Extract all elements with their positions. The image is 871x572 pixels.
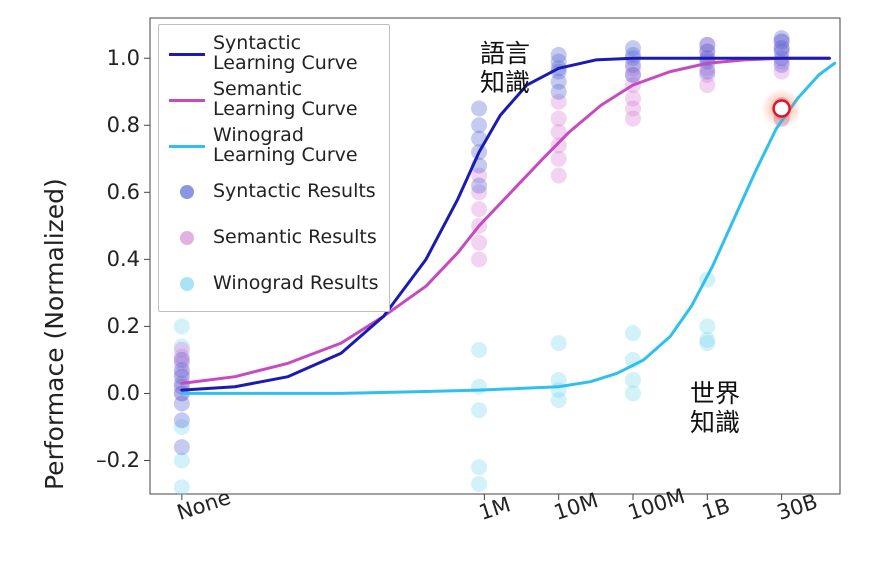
chart-annotation: 世界 知識 xyxy=(690,380,740,438)
legend-dot-swatch xyxy=(169,277,205,291)
chart-legend: Syntactic Learning Curve Semantic Learnin… xyxy=(158,24,390,312)
highlight-ring xyxy=(774,101,790,117)
scatter-winograd xyxy=(471,459,487,475)
legend-label: Semantic Results xyxy=(213,228,377,248)
legend-label: Winograd Learning Curve xyxy=(213,126,358,166)
y-tick-label: –0.2 xyxy=(96,448,140,472)
scatter-syntactic xyxy=(625,40,641,56)
legend-label: Syntactic Learning Curve xyxy=(213,34,358,74)
scatter-winograd xyxy=(471,379,487,395)
scatter-winograd xyxy=(625,325,641,341)
legend-label: Syntactic Results xyxy=(213,182,376,202)
scatter-syntactic xyxy=(174,439,190,455)
y-tick-label: 0.6 xyxy=(107,180,140,204)
scatter-syntactic xyxy=(174,412,190,428)
scatter-winograd xyxy=(625,372,641,388)
scatter-winograd xyxy=(471,476,487,492)
scatter-winograd xyxy=(471,402,487,418)
scatter-winograd xyxy=(471,342,487,358)
y-tick-label: 0.4 xyxy=(107,247,140,271)
y-tick-label: 0.2 xyxy=(107,314,140,338)
legend-item: Syntactic Results xyxy=(169,169,379,215)
legend-label: Semantic Learning Curve xyxy=(213,80,358,120)
legend-line-swatch xyxy=(169,145,205,148)
scatter-syntactic xyxy=(174,352,190,368)
scatter-winograd xyxy=(174,479,190,495)
scatter-semantic xyxy=(471,235,487,251)
legend-dot-swatch xyxy=(169,185,205,199)
scatter-syntactic xyxy=(774,30,790,46)
scatter-semantic xyxy=(551,111,567,127)
legend-label: Winograd Results xyxy=(213,274,379,294)
chart-svg xyxy=(0,0,871,572)
scatter-winograd xyxy=(699,318,715,334)
legend-line-swatch xyxy=(169,53,205,56)
y-tick-label: 1.0 xyxy=(107,46,140,70)
scatter-syntactic xyxy=(699,37,715,53)
scatter-syntactic xyxy=(471,101,487,117)
y-tick-label: 0.8 xyxy=(107,113,140,137)
legend-item: Winograd Learning Curve xyxy=(169,123,379,169)
scatter-semantic xyxy=(471,201,487,217)
scatter-syntactic xyxy=(471,117,487,133)
legend-item: Syntactic Learning Curve xyxy=(169,31,379,77)
legend-line-swatch xyxy=(169,99,205,102)
y-tick-label: 0.0 xyxy=(107,381,140,405)
legend-item: Winograd Results xyxy=(169,261,379,307)
legend-dot-swatch xyxy=(169,231,205,245)
legend-item: Semantic Results xyxy=(169,215,379,261)
y-axis-label: Performace (Normalized) xyxy=(40,178,69,490)
scatter-semantic xyxy=(471,251,487,267)
scatter-syntactic xyxy=(471,178,487,194)
scatter-winograd xyxy=(551,335,567,351)
scatter-semantic xyxy=(551,168,567,184)
chart-annotation: 語言 知識 xyxy=(480,40,530,98)
learning-curves-chart: Performace (Normalized) –0.2 0.0 0.2 0.4 0.6… xyxy=(0,0,871,572)
scatter-winograd xyxy=(174,318,190,334)
scatter-syntactic xyxy=(551,47,567,63)
legend-item: Semantic Learning Curve xyxy=(169,77,379,123)
